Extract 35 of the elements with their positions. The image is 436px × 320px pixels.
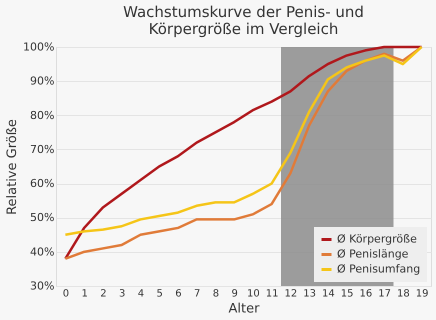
x-tick-label: 18 (397, 288, 410, 300)
x-tick-label: 10 (247, 288, 260, 300)
x-tick-label: 2 (100, 288, 107, 300)
y-tick-label: 100% (23, 40, 54, 54)
y-tick-label: 80% (30, 108, 54, 122)
x-axis-title: Alter (228, 302, 260, 316)
x-tick-label: 16 (360, 288, 372, 300)
y-tick-label: 60% (30, 177, 54, 190)
legend-label: Ø Penislänge (337, 248, 409, 260)
x-tick-label: 19 (416, 288, 428, 300)
text: Wachstumskurve der Penis- und (123, 3, 364, 21)
x-tick-label: 12 (284, 288, 298, 300)
x-tick-label: 14 (322, 288, 335, 300)
y-tick-label: 50% (30, 211, 54, 224)
y-tick-label: 30% (30, 280, 54, 292)
x-tick-label: 0 (62, 288, 70, 300)
y-tick-label: 40% (30, 245, 54, 258)
x-tick-label: 5 (156, 288, 163, 300)
x-tick-label: 8 (212, 288, 220, 300)
x-tick-label: 9 (231, 288, 238, 300)
y-tick-label: 70% (30, 142, 54, 156)
x-tick-label: 7 (194, 288, 200, 300)
x-tick-label: 17 (378, 288, 391, 300)
x-tick-label: 15 (340, 288, 354, 300)
x-tick-label: 3 (118, 288, 126, 300)
text: Körpergröße im Vergleich (148, 20, 338, 38)
x-tick-label: 4 (138, 288, 144, 300)
x-tick-label: 6 (175, 288, 182, 300)
x-tick-label: 1 (81, 288, 88, 300)
legend-label: Ø Penisumfang (337, 262, 420, 276)
y-tick-label: 90% (30, 74, 54, 88)
x-tick-label: 11 (266, 288, 278, 300)
legend-label: Ø Körpergröße (337, 232, 418, 246)
x-tick-label: 13 (303, 288, 316, 300)
y-axis-title: Relative Größe (5, 119, 20, 215)
